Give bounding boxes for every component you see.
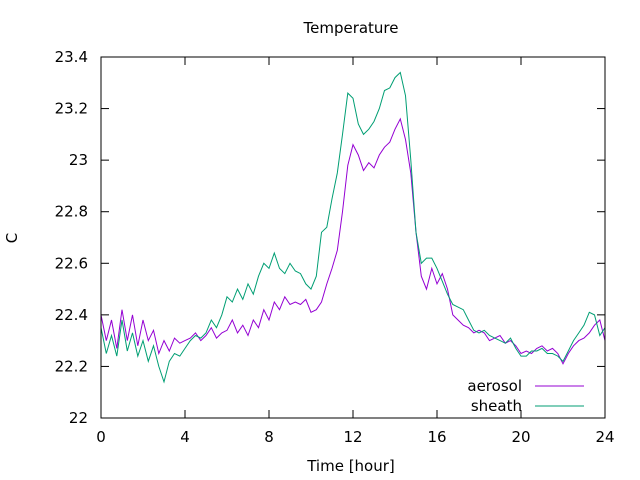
plot-frame [100,56,606,419]
y-axis-label: C [3,233,21,243]
x-tick-label: 0 [96,428,106,446]
x-tick-label: 20 [511,428,530,446]
series-layer [100,71,606,384]
y-tick-label: 23.4 [55,48,88,66]
y-tick-label: 22.4 [55,306,88,324]
x-axis-label: Time [hour] [306,457,395,475]
y-tick-label: 23 [69,151,88,169]
y-tick-label: 22.8 [55,203,88,221]
series-line-sheath [100,71,606,384]
x-tick-label: 16 [427,428,446,446]
x-tick-label: 24 [595,428,614,446]
y-tick-label: 22.2 [55,357,88,375]
x-tick-label: 4 [180,428,190,446]
axis-ticks: 0 4 8 12 16 20 24 22 22.2 22.4 22.6 22.8 23 23.2 23.4 [55,48,615,446]
y-tick-label: 22 [69,409,88,427]
y-tick-label: 22.6 [55,254,88,272]
legend-label-sheath: sheath [471,397,522,415]
series-line-aerosol [100,117,606,365]
legend: aerosol sheath [467,377,584,415]
chart-title: Temperature [302,19,398,37]
x-tick-label: 8 [264,428,274,446]
y-tick-label: 23.2 [55,100,88,118]
legend-label-aerosol: aerosol [467,377,522,395]
x-tick-label: 12 [343,428,362,446]
